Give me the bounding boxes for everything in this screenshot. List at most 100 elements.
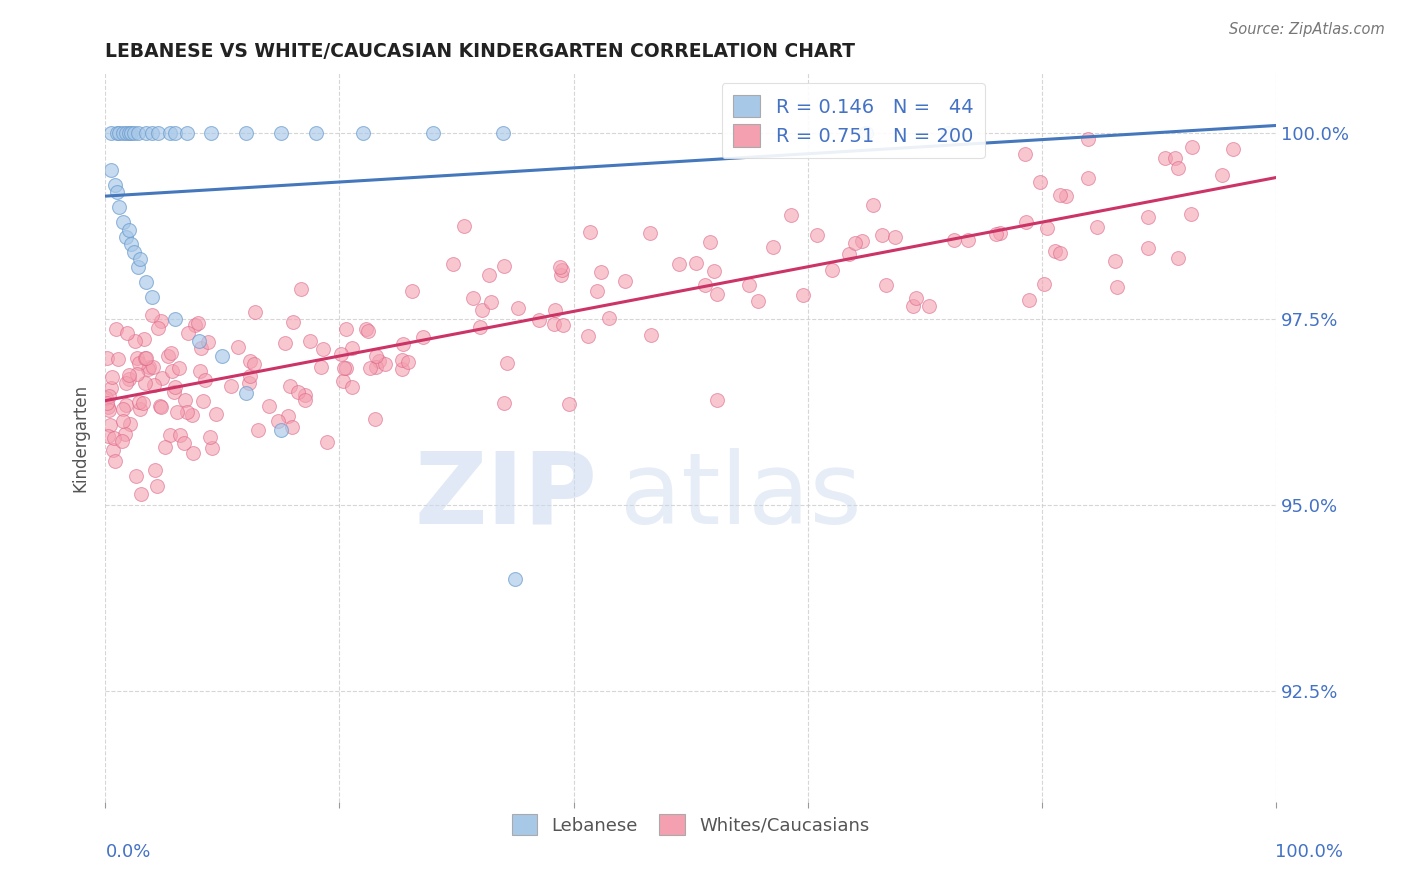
- Point: [112, 402, 135, 417]
- Point: [159, 126, 181, 140]
- Point: [883, 230, 905, 244]
- Point: [159, 428, 181, 442]
- Point: [613, 274, 636, 288]
- Point: [100, 381, 122, 395]
- Point: [598, 310, 620, 325]
- Point: [396, 355, 419, 369]
- Point: [1211, 168, 1233, 182]
- Point: [149, 314, 172, 328]
- Point: [1167, 161, 1189, 175]
- Point: [274, 336, 297, 351]
- Point: [129, 252, 152, 267]
- Point: [1043, 244, 1066, 258]
- Point: [333, 361, 356, 376]
- Point: [640, 327, 662, 342]
- Point: [492, 260, 515, 274]
- Point: [870, 227, 893, 242]
- Point: [103, 442, 125, 457]
- Point: [527, 312, 550, 326]
- Point: [392, 337, 415, 351]
- Point: [115, 326, 138, 341]
- Point: [205, 408, 228, 422]
- Point: [862, 198, 884, 212]
- Point: [495, 356, 517, 370]
- Point: [703, 264, 725, 278]
- Point: [548, 260, 571, 274]
- Point: [591, 265, 613, 279]
- Point: [150, 370, 173, 384]
- Point: [124, 126, 146, 140]
- Point: [117, 222, 139, 236]
- Point: [747, 293, 769, 308]
- Point: [352, 126, 374, 140]
- Point: [96, 351, 118, 366]
- Text: ZIP: ZIP: [413, 448, 598, 545]
- Point: [936, 126, 959, 140]
- Point: [134, 332, 156, 346]
- Point: [278, 379, 301, 393]
- Point: [177, 326, 200, 341]
- Point: [173, 435, 195, 450]
- Point: [792, 288, 814, 302]
- Point: [479, 295, 502, 310]
- Point: [118, 368, 141, 382]
- Point: [96, 396, 118, 410]
- Point: [391, 352, 413, 367]
- Point: [316, 434, 339, 449]
- Point: [1167, 252, 1189, 266]
- Point: [188, 364, 211, 378]
- Point: [135, 351, 157, 365]
- Point: [287, 384, 309, 399]
- Point: [942, 233, 965, 247]
- Legend: Lebanese, Whites/Caucasians: Lebanese, Whites/Caucasians: [503, 805, 879, 844]
- Point: [124, 244, 146, 259]
- Point: [149, 400, 172, 414]
- Point: [492, 126, 515, 140]
- Point: [699, 235, 721, 250]
- Point: [312, 342, 335, 356]
- Point: [290, 282, 312, 296]
- Point: [115, 230, 138, 244]
- Point: [357, 324, 380, 338]
- Point: [283, 315, 305, 329]
- Point: [330, 347, 353, 361]
- Point: [127, 367, 149, 381]
- Point: [141, 289, 163, 303]
- Point: [108, 126, 131, 140]
- Point: [579, 225, 602, 239]
- Point: [363, 412, 385, 426]
- Point: [340, 341, 363, 355]
- Point: [163, 380, 186, 394]
- Point: [1085, 220, 1108, 235]
- Point: [422, 126, 444, 140]
- Point: [281, 420, 304, 434]
- Point: [115, 398, 138, 412]
- Point: [550, 268, 572, 282]
- Point: [243, 305, 266, 319]
- Point: [97, 400, 120, 414]
- Point: [219, 379, 242, 393]
- Point: [851, 235, 873, 249]
- Point: [461, 292, 484, 306]
- Point: [197, 335, 219, 350]
- Point: [129, 487, 152, 501]
- Point: [984, 227, 1007, 241]
- Point: [117, 372, 139, 386]
- Point: [1018, 293, 1040, 308]
- Point: [453, 219, 475, 233]
- Point: [1014, 215, 1036, 229]
- Point: [685, 256, 707, 270]
- Point: [368, 354, 391, 368]
- Point: [246, 423, 269, 437]
- Point: [124, 334, 146, 349]
- Point: [586, 285, 609, 299]
- Point: [332, 374, 354, 388]
- Point: [267, 415, 290, 429]
- Point: [105, 186, 128, 200]
- Point: [1049, 188, 1071, 202]
- Point: [127, 126, 149, 140]
- Point: [1054, 189, 1077, 203]
- Point: [162, 384, 184, 399]
- Point: [120, 126, 142, 140]
- Point: [412, 330, 434, 344]
